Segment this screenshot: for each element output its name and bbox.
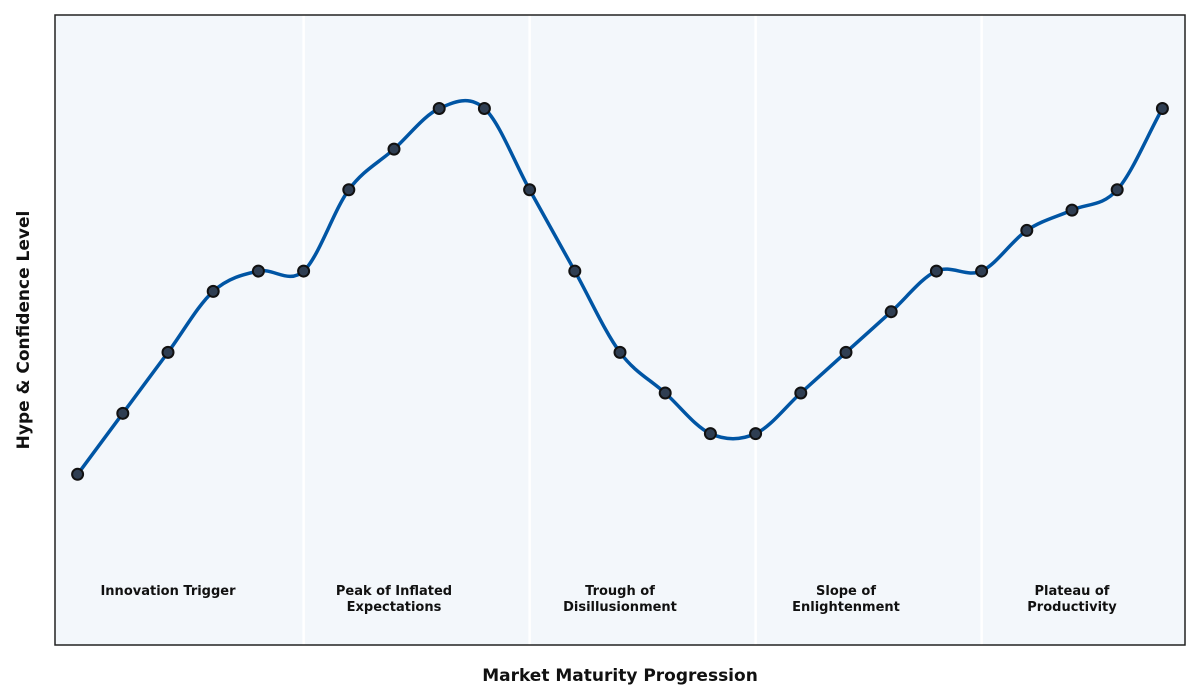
phase-label-line: Trough of: [585, 584, 655, 599]
data-point: [116, 406, 130, 420]
data-point: [297, 264, 311, 278]
data-point: [929, 264, 943, 278]
phase-label: Peak of Inflated Expectations: [336, 584, 452, 615]
data-point: [749, 427, 763, 441]
data-point: [387, 142, 401, 156]
phase-label: Plateau of Productivity: [1027, 584, 1117, 615]
phase-label: Innovation Trigger: [100, 584, 236, 599]
data-point: [523, 183, 537, 197]
data-point: [477, 101, 491, 115]
data-point: [1110, 183, 1124, 197]
data-point: [658, 386, 672, 400]
phase-label: Slope of Enlightenment: [792, 584, 900, 615]
y-axis-label: Hype & Confidence Level: [14, 211, 34, 450]
plot-frame: [54, 14, 1186, 646]
phase-label-line: Expectations: [347, 600, 442, 615]
data-point: [1065, 203, 1079, 217]
data-point: [206, 284, 220, 298]
phase-label-line: Plateau of: [1035, 584, 1110, 599]
data-point: [975, 264, 989, 278]
phase-label-line: Peak of Inflated: [336, 584, 452, 599]
data-point: [839, 345, 853, 359]
data-point: [884, 305, 898, 319]
data-point: [342, 183, 356, 197]
data-point: [1155, 101, 1169, 115]
phase-label-line: Enlightenment: [792, 600, 900, 615]
plot-background: [55, 15, 1185, 645]
data-point: [71, 467, 85, 481]
data-point: [161, 345, 175, 359]
data-points: [71, 101, 1169, 481]
phase-label: Trough of Disillusionment: [563, 584, 677, 615]
x-axis-label: Market Maturity Progression: [482, 666, 758, 686]
data-point: [568, 264, 582, 278]
phase-label-line: Slope of: [816, 584, 876, 599]
data-point: [703, 427, 717, 441]
data-point: [432, 101, 446, 115]
data-point: [613, 345, 627, 359]
data-point: [1020, 223, 1034, 237]
data-point: [794, 386, 808, 400]
data-point: [251, 264, 265, 278]
phase-label-line: Innovation Trigger: [100, 584, 236, 599]
phase-dividers: [302, 15, 983, 645]
phase-label-line: Productivity: [1027, 600, 1117, 615]
phase-labels: Innovation Trigger Peak of Inflated Expect…: [100, 584, 1117, 615]
phase-label-line: Disillusionment: [563, 600, 677, 615]
